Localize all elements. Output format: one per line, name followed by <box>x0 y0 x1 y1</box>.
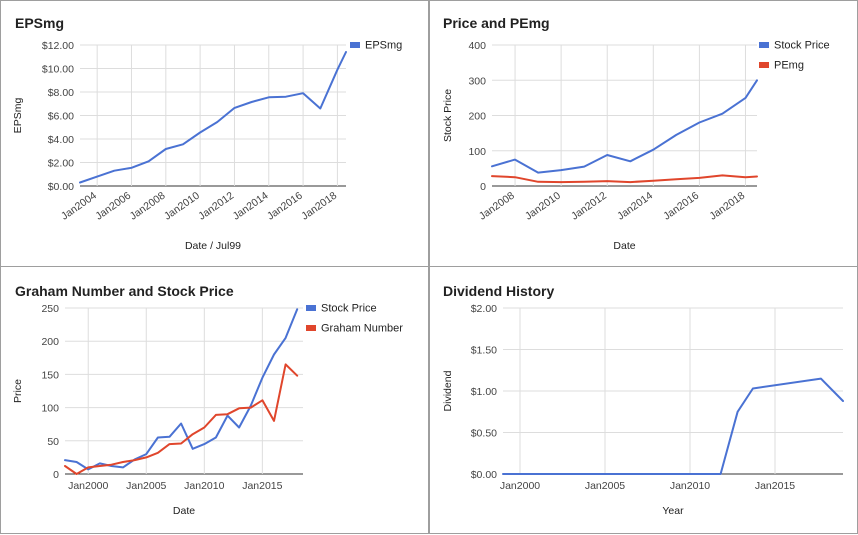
legend-swatch <box>350 42 360 48</box>
legend-swatch <box>759 42 769 48</box>
series-line-stock-price <box>491 79 758 174</box>
y-tick-label: $0.00 <box>471 469 497 481</box>
x-tick-label: Jan2008 <box>477 190 517 223</box>
y-tick-label: $0.50 <box>471 428 497 440</box>
y-tick-label: 100 <box>468 146 486 158</box>
y-tick-label: 400 <box>468 40 486 52</box>
legend-swatch <box>306 305 316 311</box>
legend-label: Stock Price <box>774 40 830 52</box>
y-tick-label: 250 <box>41 303 59 315</box>
y-axis-label: Stock Price <box>442 89 454 142</box>
y-tick-label: 200 <box>468 111 486 123</box>
y-axis-label: Dividend <box>442 370 454 411</box>
x-tick-label: Jan2010 <box>162 190 202 223</box>
x-tick-label: Jan2012 <box>569 190 609 223</box>
x-tick-label: Jan2006 <box>93 190 133 223</box>
x-tick-label: Jan2005 <box>585 480 625 492</box>
chart-panel-price-pemg: Price and PEmg 0 100 200 300 400 Jan2008 Jan201… <box>429 0 858 267</box>
series-line-graham-number <box>64 363 299 475</box>
chart-title: Graham Number and Stock Price <box>15 283 234 299</box>
y-tick-label: $8.00 <box>48 87 74 99</box>
chart-panel-dividend: Dividend History $0.00 $0.50 $1.00 $1.50 $2.0… <box>429 266 858 534</box>
legend-label: Graham Number <box>321 323 403 335</box>
legend-swatch <box>306 325 316 331</box>
y-tick-label: $2.00 <box>48 158 74 170</box>
series-line-pemg <box>491 174 758 184</box>
y-tick-label: 300 <box>468 75 486 87</box>
x-tick-label: Jan2010 <box>523 190 563 223</box>
x-tick-label: Jan2015 <box>755 480 795 492</box>
y-axis-label: Price <box>12 379 24 403</box>
series-line-epsmg <box>79 51 347 184</box>
y-tick-label: 100 <box>41 403 59 415</box>
chart-title: Price and PEmg <box>443 15 550 31</box>
x-tick-label: Jan2014 <box>615 190 655 223</box>
chart-0: EPSmg $0.00 $2.00 $4.00 $6.00 $8.00 $10.00 $12.… <box>12 15 402 252</box>
legend-swatch <box>759 62 769 68</box>
y-tick-label: $6.00 <box>48 111 74 123</box>
chart-title: Dividend History <box>443 283 554 299</box>
y-tick-label: $2.00 <box>471 303 497 315</box>
y-tick-label: 50 <box>47 436 59 448</box>
x-tick-label: Jan2014 <box>231 190 271 223</box>
x-tick-label: Jan2010 <box>670 480 710 492</box>
x-tick-label: Jan2010 <box>184 480 224 492</box>
dividend-chart: Dividend History $0.00 $0.50 $1.00 $1.50 $2.0… <box>442 283 844 517</box>
x-tick-label: Jan2000 <box>68 480 108 492</box>
y-tick-label: 150 <box>41 369 59 381</box>
x-axis-label: Date <box>613 240 635 252</box>
y-tick-label: 0 <box>480 181 486 193</box>
series-line-stock-price <box>64 308 299 471</box>
chart-panel-epsmg: EPSmg $0.00 $2.00 $4.00 $6.00 $8.00 $10.00 $12.… <box>0 0 429 267</box>
x-tick-label: Jan2015 <box>242 480 282 492</box>
y-tick-label: $12.00 <box>42 40 74 52</box>
x-tick-label: Jan2016 <box>265 190 305 223</box>
x-tick-label: Jan2012 <box>196 190 236 223</box>
graham-chart: Graham Number and Stock Price 0 50 100 150 20… <box>12 283 403 517</box>
y-axis-label: EPSmg <box>12 98 24 134</box>
y-tick-label: $1.00 <box>471 386 497 398</box>
y-tick-label: $1.50 <box>471 345 497 357</box>
chart-title: EPSmg <box>15 15 64 31</box>
x-tick-label: Jan2008 <box>128 190 168 223</box>
legend-label: PEmg <box>774 60 804 72</box>
x-tick-label: Jan2005 <box>126 480 166 492</box>
chart-3: Dividend History $0.00 $0.50 $1.00 $1.50 $2.0… <box>442 283 844 517</box>
legend-label: EPSmg <box>365 40 402 52</box>
x-tick-label: Jan2004 <box>59 190 99 223</box>
x-tick-label: Jan2016 <box>661 190 701 223</box>
x-axis-label: Date / Jul99 <box>185 240 241 252</box>
series-line-series <box>502 377 844 475</box>
x-axis-label: Date <box>173 505 195 517</box>
x-tick-label: Jan2000 <box>500 480 540 492</box>
x-tick-label: Jan2018 <box>299 190 339 223</box>
y-tick-label: 200 <box>41 336 59 348</box>
epsmg-chart: EPSmg $0.00 $2.00 $4.00 $6.00 $8.00 $10.00 $12.… <box>12 15 402 252</box>
y-tick-label: $4.00 <box>48 134 74 146</box>
chart-panel-graham: Graham Number and Stock Price 0 50 100 150 20… <box>0 266 429 534</box>
chart-2: Graham Number and Stock Price 0 50 100 150 20… <box>12 283 403 517</box>
y-tick-label: $0.00 <box>48 181 74 193</box>
y-tick-label: 0 <box>53 469 59 481</box>
legend-label: Stock Price <box>321 303 377 315</box>
x-tick-label: Jan2018 <box>707 190 747 223</box>
y-tick-label: $10.00 <box>42 64 74 76</box>
x-axis-label: Year <box>662 505 684 517</box>
